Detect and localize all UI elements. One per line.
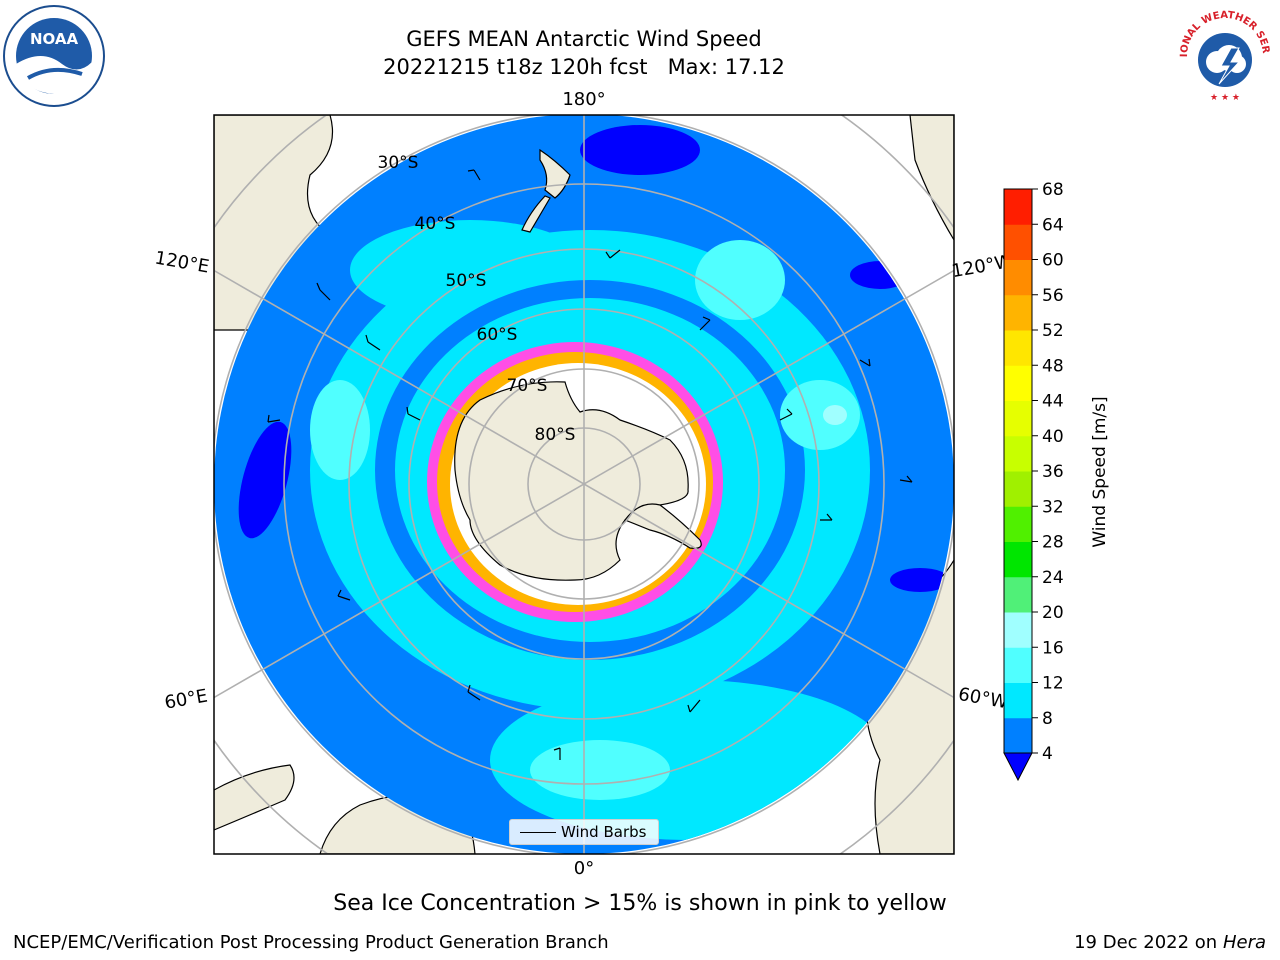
legend-barb-line [520, 832, 556, 833]
colorbar-tick-label: 40 [1042, 427, 1064, 447]
lon-label-top: 180° [562, 89, 605, 110]
lon-label-right-lower: 60°W [957, 684, 1010, 713]
colorbar-segment [1004, 506, 1032, 542]
colorbar-segment [1004, 717, 1032, 754]
lat-label-40s: 40°S [415, 214, 456, 234]
pacific-island-land [909, 115, 954, 242]
map-frame [213, 114, 955, 855]
madagascar-land [214, 764, 295, 831]
colorbar-segment [1004, 576, 1032, 613]
colorbar-tick-label: 32 [1042, 497, 1064, 517]
lon-label-left-upper: 120°E [153, 247, 211, 277]
colorbar-tick-label: 8 [1042, 709, 1053, 729]
new-zealand-land [521, 148, 571, 233]
noaa-logo: NOAA [3, 5, 105, 107]
colorbar-segment [1004, 259, 1032, 296]
colorbar-segment [1004, 224, 1032, 260]
antarctica-land [454, 381, 689, 581]
colorbar-tick-label: 24 [1042, 568, 1064, 588]
colorbar-label: Wind Speed [m/s] [1090, 396, 1110, 547]
colorbar-tick-label: 64 [1042, 215, 1064, 235]
colorbar-tick-label: 28 [1042, 533, 1064, 553]
lat-label-50s: 50°S [446, 271, 487, 291]
colorbar-under-arrow [1003, 752, 1033, 782]
colorbar-tick-label: 56 [1042, 286, 1064, 306]
antarctic-peninsula-land [624, 503, 702, 549]
colorbar-tick-label: 36 [1042, 462, 1064, 482]
lon-label-bottom: 0° [574, 858, 594, 879]
colorbar-segment [1004, 647, 1032, 683]
nws-logo: NATIONAL WEATHER SERVICE ★ ★ ★ [1173, 4, 1275, 106]
lat-label-70s: 70°S [507, 376, 548, 396]
legend: Wind Barbs [509, 819, 659, 845]
footer-date: 19 Dec 2022 on Hera [1074, 932, 1266, 953]
footer-machine: Hera [1222, 932, 1266, 953]
lat-label-30s: 30°S [378, 153, 419, 173]
footer-organization: NCEP/EMC/Verification Post Processing Pr… [13, 932, 609, 953]
colorbar-tick-label: 44 [1042, 392, 1064, 412]
colorbar-tick-label: 60 [1042, 251, 1064, 271]
svg-text:★ ★ ★: ★ ★ ★ [1210, 93, 1240, 103]
colorbar-tick-label: 12 [1042, 674, 1064, 694]
colorbar-tick-label: 4 [1042, 744, 1053, 764]
graticule [214, 115, 954, 854]
colorbar-segment [1004, 471, 1032, 507]
colorbar-tick-label: 52 [1042, 321, 1064, 341]
sea-ice-note: Sea Ice Concentration > 15% is shown in … [333, 891, 947, 916]
colorbar-tick-label: 48 [1042, 356, 1064, 376]
lat-label-60s: 60°S [477, 325, 518, 345]
wind-barbs [267, 169, 913, 760]
colorbar-segment [1004, 435, 1032, 472]
strong-wind-area [580, 125, 700, 175]
legend-label: Wind Barbs [561, 823, 647, 841]
colorbar-segment [1004, 365, 1032, 401]
colorbar-segment [1004, 400, 1032, 437]
colorbar-segment [1004, 189, 1032, 225]
colorbar-segment [1004, 330, 1032, 366]
lon-label-left-lower: 60°E [163, 685, 209, 713]
colorbar-segment [1004, 294, 1032, 331]
colorbar-tick-label: 68 [1042, 180, 1064, 200]
chart-subtitle: 20221215 t18z 120h fcst Max: 17.12 [383, 55, 785, 79]
chart-title: GEFS MEAN Antarctic Wind Speed [406, 27, 762, 51]
noaa-logo-text: NOAA [30, 30, 79, 48]
colorbar-segment [1004, 541, 1032, 578]
colorbar-segment [1004, 612, 1032, 648]
colorbar-segment [1004, 682, 1032, 719]
lat-label-80s: 80°S [535, 425, 576, 445]
colorbar-tick-label: 20 [1042, 603, 1064, 623]
colorbar-tick-label: 16 [1042, 638, 1064, 658]
footer-date-text: 19 Dec 2022 on [1074, 932, 1218, 953]
